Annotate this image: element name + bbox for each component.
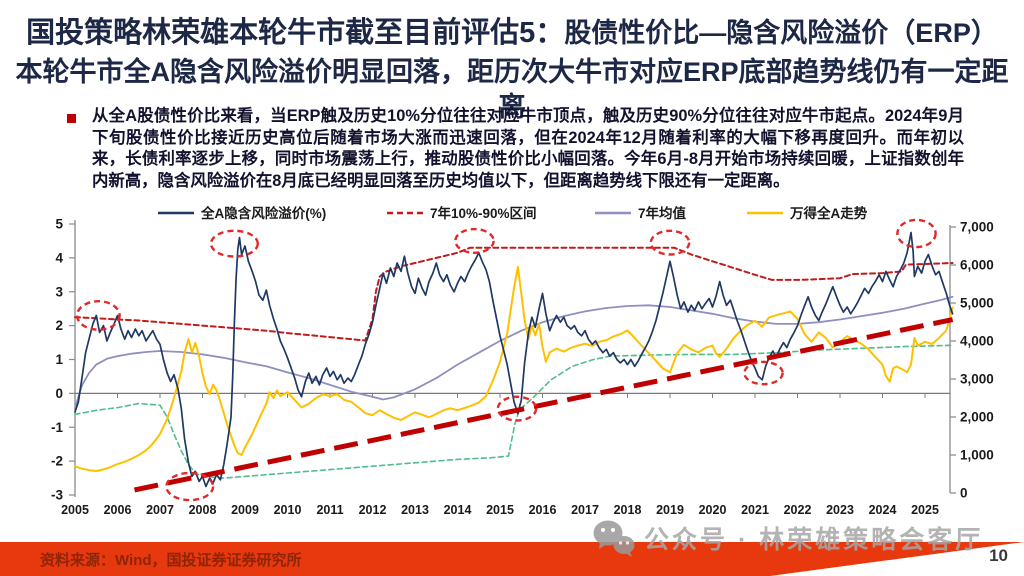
x-tick-label: 2013	[401, 503, 429, 517]
title-line-1: 国投策略林荣雄本轮牛市截至目前评估5：股债性价比—隐含风险溢价（ERP）	[14, 16, 1010, 55]
highlight-ellipse	[209, 229, 259, 258]
title-line-1-sub: 股债性价比—隐含风险溢价（ERP）	[564, 18, 998, 48]
series-band-upper	[74, 246, 954, 342]
axes: 5 4 3 2 1 0 -1 -2 -3 7,000 6,000 5,000 4,000 3,000 2,0…	[51, 217, 994, 517]
series-band-lower	[74, 344, 954, 479]
highlight-ellipse	[165, 471, 215, 502]
y-left-tick-label: 3	[55, 284, 63, 299]
y-left-tick-label: 0	[55, 386, 63, 401]
highlight-ellipse	[649, 229, 691, 256]
x-tick-label: 2017	[571, 503, 599, 517]
legend-label: 7年10%-90%区间	[430, 205, 537, 221]
y-left-tick-label: -2	[51, 454, 63, 469]
x-tick-label: 2007	[146, 503, 174, 517]
x-tick-label: 2021	[741, 503, 769, 517]
y-left-tick-label: -1	[51, 420, 63, 435]
x-tick-label: 2016	[529, 503, 557, 517]
y-right-tick-label: 1,000	[960, 448, 994, 463]
erp-chart: 5 4 3 2 1 0 -1 -2 -3 7,000 6,000 5,000 4,000 3,000 2,0…	[51, 205, 994, 517]
y-right-tick-label: 4,000	[960, 334, 994, 349]
highlight-ellipse	[496, 395, 538, 422]
x-tick-label: 2015	[486, 503, 514, 517]
y-right-tick-label: 5,000	[960, 296, 994, 311]
highlight-ellipse	[454, 227, 495, 254]
y-left-tick-label: 1	[55, 352, 63, 367]
chart-legend: 全A隐含风险溢价(%) 7年10%-90%区间 7年均值 万得全A走势	[158, 205, 868, 221]
y-left-tick-label: 4	[55, 250, 63, 265]
watermark-text: 公众号 · 林荣雄策略会客厅	[644, 526, 984, 554]
x-tick-label: 2014	[444, 503, 472, 517]
x-tick-label: 2025	[911, 503, 939, 517]
x-tick-label: 2011	[316, 503, 343, 517]
wechat-icon	[593, 520, 635, 557]
highlight-ellipse	[75, 300, 121, 331]
y-right-tick-label: 7,000	[960, 220, 994, 235]
summary-paragraph: 从全A股债性价比来看，当ERP触及历史10%分位往往对应牛市顶点，触及历史90%…	[92, 107, 964, 190]
legend-label: 万得全A走势	[789, 205, 868, 221]
page-number: 10	[989, 546, 1008, 565]
x-tick-label: 2020	[699, 503, 727, 517]
y-right-tick-label: 6,000	[960, 258, 994, 273]
series-index-line	[74, 265, 954, 472]
y-left-tick-label: 5	[55, 217, 63, 232]
title-line-1-main: 国投策略林荣雄本轮牛市截至目前评估5：	[26, 17, 565, 49]
series-erp-line	[74, 231, 954, 488]
x-tick-label: 2019	[656, 503, 684, 517]
highlight-ellipse	[743, 360, 784, 386]
legend-label: 7年均值	[638, 205, 687, 221]
x-tick-label: 2005	[61, 503, 89, 517]
x-tick-label: 2023	[826, 503, 854, 517]
x-tick-label: 2022	[784, 503, 812, 517]
y-right-tick-label: 0	[960, 486, 968, 501]
x-tick-label: 2012	[359, 503, 387, 517]
page-title: 国投策略林荣雄本轮牛市截至目前评估5：股债性价比—隐含风险溢价（ERP） 本轮牛…	[14, 16, 1010, 125]
legend-label: 全A隐含风险溢价(%)	[200, 205, 326, 221]
x-tick-label: 2018	[614, 503, 642, 517]
x-tick-label: 2009	[231, 503, 259, 517]
y-right-tick-label: 3,000	[960, 372, 994, 387]
source-note: 资料来源：Wind，国投证券证券研究所	[40, 552, 302, 569]
watermark: 公众号 · 林荣雄策略会客厅	[592, 518, 983, 558]
highlight-ellipse	[896, 218, 937, 249]
trend-line	[133, 317, 954, 493]
y-left-tick-label: 2	[55, 318, 63, 333]
x-tick-label: 2024	[869, 503, 897, 517]
y-left-tick-label: -3	[51, 488, 63, 503]
x-tick-label: 2008	[189, 503, 217, 517]
y-right-tick-label: 2,000	[960, 410, 994, 425]
bullet-marker	[67, 114, 76, 123]
x-tick-label: 2010	[274, 503, 302, 517]
title-line-2: 本轮牛市全A隐含风险溢价明显回落，距历次大牛市对应ERP底部趋势线仍有一定距离	[15, 57, 1009, 122]
x-tick-label: 2006	[104, 503, 132, 517]
